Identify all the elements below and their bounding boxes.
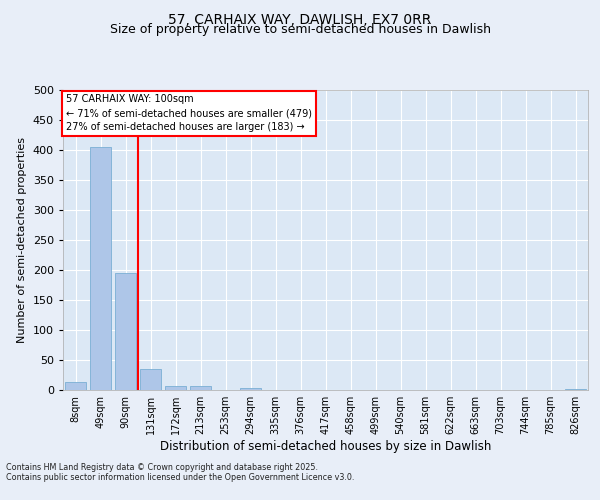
Text: Size of property relative to semi-detached houses in Dawlish: Size of property relative to semi-detach… <box>110 22 491 36</box>
X-axis label: Distribution of semi-detached houses by size in Dawlish: Distribution of semi-detached houses by … <box>160 440 491 453</box>
Bar <box>165 386 186 390</box>
Text: Contains public sector information licensed under the Open Government Licence v3: Contains public sector information licen… <box>6 472 355 482</box>
Bar <box>565 389 586 390</box>
Bar <box>190 386 211 390</box>
Bar <box>90 147 111 390</box>
Bar <box>140 369 161 390</box>
Bar <box>115 273 136 390</box>
Text: Contains HM Land Registry data © Crown copyright and database right 2025.: Contains HM Land Registry data © Crown c… <box>6 462 318 471</box>
Text: 57 CARHAIX WAY: 100sqm
← 71% of semi-detached houses are smaller (479)
27% of se: 57 CARHAIX WAY: 100sqm ← 71% of semi-det… <box>65 94 311 132</box>
Bar <box>240 388 261 390</box>
Bar <box>65 382 86 390</box>
Y-axis label: Number of semi-detached properties: Number of semi-detached properties <box>17 137 27 343</box>
Text: 57, CARHAIX WAY, DAWLISH, EX7 0RR: 57, CARHAIX WAY, DAWLISH, EX7 0RR <box>169 12 431 26</box>
